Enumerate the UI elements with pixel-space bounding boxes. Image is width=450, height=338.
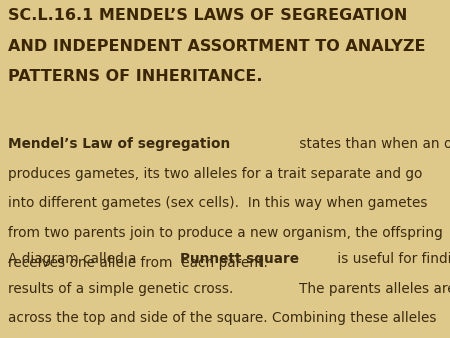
Text: The parents alleles are written: The parents alleles are written xyxy=(299,282,450,295)
Text: AND INDEPENDENT ASSORTMENT TO ANALYZE: AND INDEPENDENT ASSORTMENT TO ANALYZE xyxy=(8,39,426,54)
Text: into different gametes (sex cells).  In this way when gametes: into different gametes (sex cells). In t… xyxy=(8,196,428,210)
Text: across the top and side of the square. Combining these alleles: across the top and side of the square. C… xyxy=(8,311,436,325)
Text: states than when an organism: states than when an organism xyxy=(295,137,450,151)
Text: A diagram called a: A diagram called a xyxy=(8,252,141,266)
Text: Mendel’s Law of segregation: Mendel’s Law of segregation xyxy=(8,137,230,151)
Text: Punnett square: Punnett square xyxy=(180,252,298,266)
Text: is useful for finding the: is useful for finding the xyxy=(333,252,450,266)
Text: from two parents join to produce a new organism, the offspring: from two parents join to produce a new o… xyxy=(8,226,443,240)
Text: results of a simple genetic cross.: results of a simple genetic cross. xyxy=(8,282,234,295)
Text: PATTERNS OF INHERITANCE.: PATTERNS OF INHERITANCE. xyxy=(8,69,263,84)
Text: SC.L.16.1 MENDEL’S LAWS OF SEGREGATION: SC.L.16.1 MENDEL’S LAWS OF SEGREGATION xyxy=(8,8,408,23)
Text: produces gametes, its two alleles for a trait separate and go: produces gametes, its two alleles for a … xyxy=(8,167,423,180)
Text: receives one allele from  each parent.: receives one allele from each parent. xyxy=(8,256,268,270)
